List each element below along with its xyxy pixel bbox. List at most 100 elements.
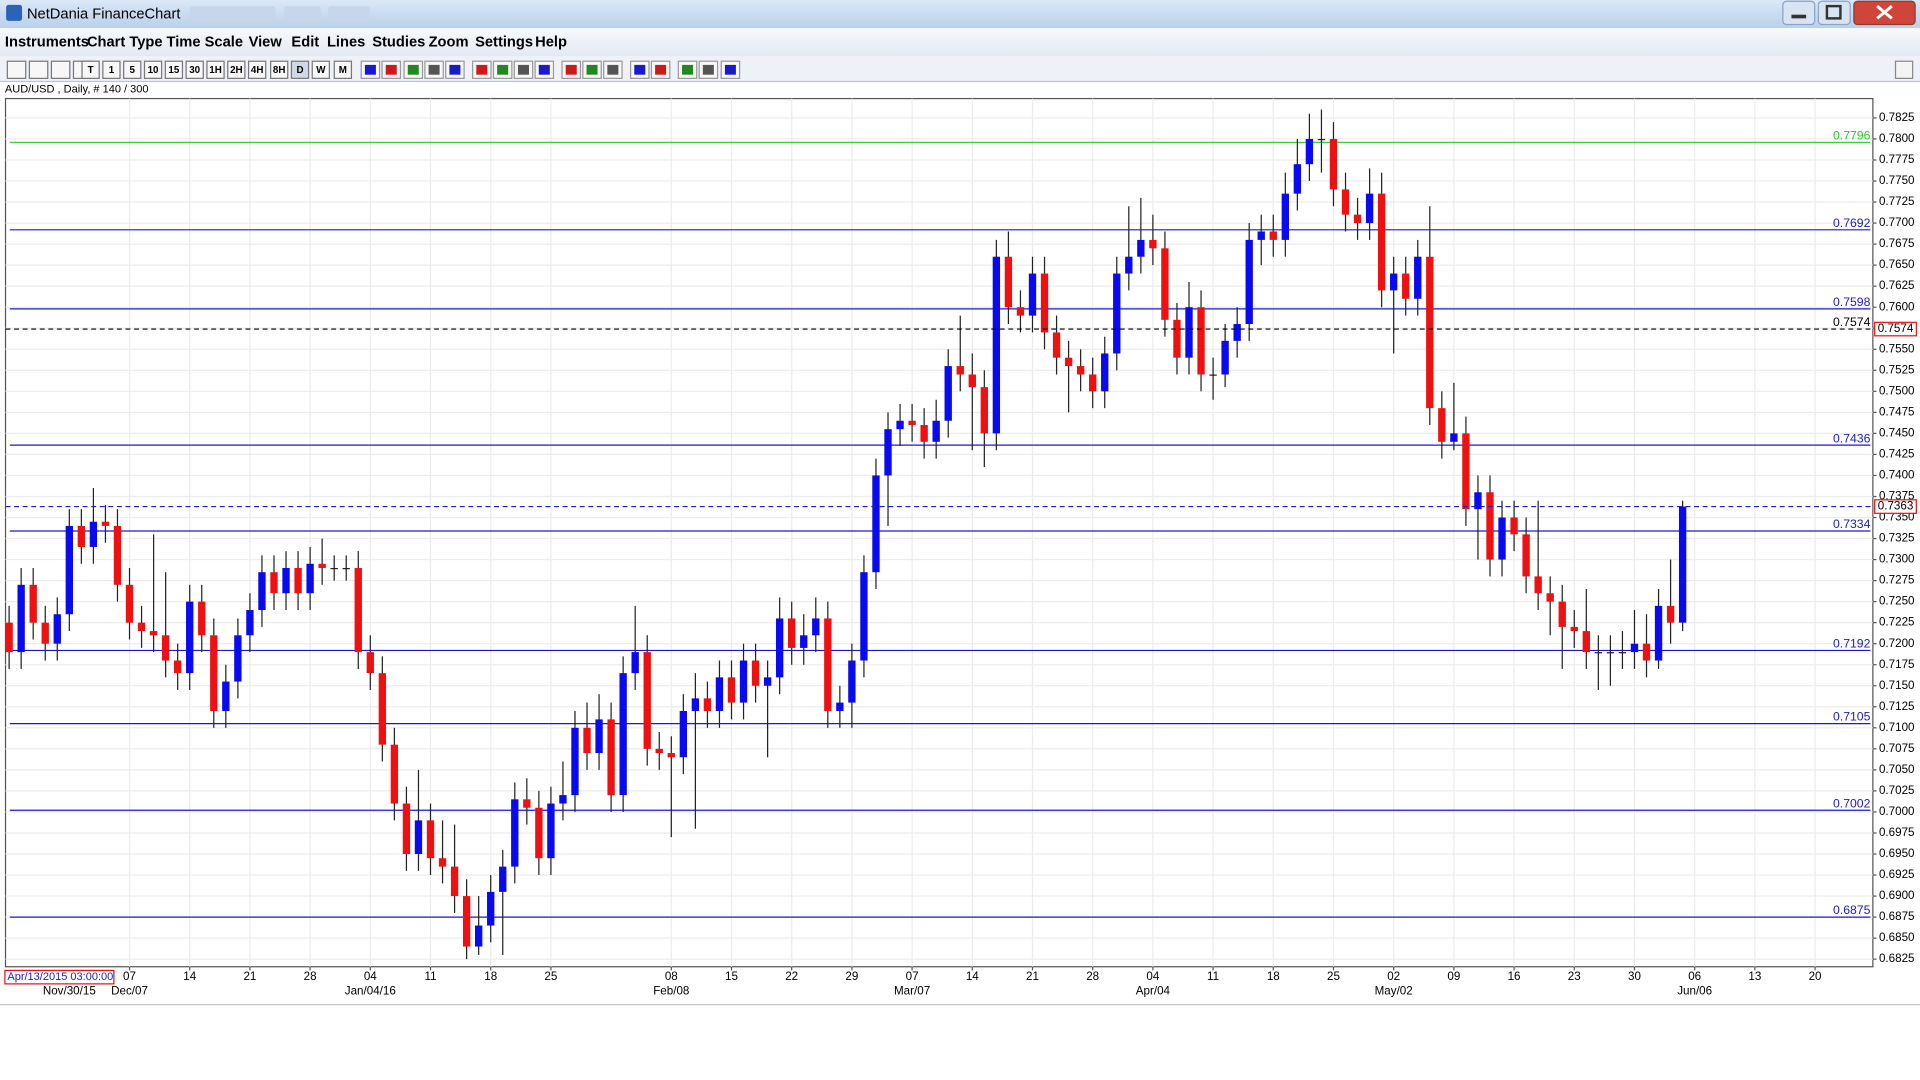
x-tick-label: 13 bbox=[1748, 970, 1761, 983]
x-tick-label: 21 bbox=[1026, 970, 1039, 983]
candle-body bbox=[511, 799, 519, 867]
tool-button[interactable] bbox=[28, 60, 49, 79]
minimize-icon bbox=[1791, 14, 1807, 19]
candle-body bbox=[643, 652, 651, 749]
timeframe-button[interactable] bbox=[102, 60, 121, 79]
menu-item[interactable]: Studies bbox=[372, 35, 425, 51]
tool-button[interactable] bbox=[50, 60, 71, 79]
candle-body bbox=[1209, 374, 1217, 376]
candle-body bbox=[1414, 256, 1422, 299]
x-tick-label: 16 bbox=[1508, 970, 1521, 983]
y-tick-label: 0.7050 bbox=[1879, 763, 1915, 776]
timeframe-button[interactable] bbox=[185, 60, 204, 79]
y-tick-label: 0.6950 bbox=[1879, 847, 1915, 860]
tool-icon bbox=[428, 64, 440, 75]
candle-body bbox=[727, 677, 736, 703]
x-date-label: Dec/07 bbox=[111, 984, 148, 997]
y-tick-label: 0.7800 bbox=[1879, 132, 1915, 145]
menu-item[interactable]: Zoom bbox=[429, 35, 469, 51]
timeframe-button[interactable] bbox=[290, 60, 310, 79]
timeframe-button[interactable] bbox=[270, 60, 289, 79]
maximize-button[interactable] bbox=[1817, 0, 1851, 26]
candle-body bbox=[992, 256, 1001, 434]
y-tick-label: 0.7725 bbox=[1879, 195, 1915, 208]
title-tab[interactable] bbox=[284, 6, 321, 21]
candle-body bbox=[89, 521, 98, 547]
timeframe-label: M bbox=[339, 65, 347, 76]
candle-body bbox=[1534, 576, 1542, 594]
panel-button[interactable] bbox=[1894, 60, 1914, 79]
close-icon bbox=[1876, 4, 1893, 20]
tool-icon bbox=[634, 64, 646, 75]
plot: 0.6825 0.6850 0.6875 0.6900 0.6925 0.6950 0.69… bbox=[4, 98, 1917, 997]
y-tick-label: 0.7675 bbox=[1879, 237, 1915, 250]
timeframe-button[interactable] bbox=[227, 60, 246, 79]
level-label: 0.7002 bbox=[1833, 796, 1871, 810]
tool-icon bbox=[385, 64, 397, 75]
y-tick-label: 0.7825 bbox=[1879, 111, 1915, 124]
tool-button[interactable] bbox=[6, 60, 27, 79]
candle-body bbox=[751, 660, 760, 686]
title-tab[interactable] bbox=[328, 6, 370, 21]
candle-body bbox=[703, 698, 712, 711]
x-date-label: Jun/06 bbox=[1677, 984, 1712, 997]
candle-body bbox=[1377, 193, 1386, 291]
candle-body bbox=[1329, 138, 1338, 190]
candle-body bbox=[1498, 517, 1506, 560]
timeframe-button[interactable] bbox=[311, 60, 330, 79]
y-tick-label: 0.7450 bbox=[1879, 426, 1915, 439]
y-tick-label: 0.7525 bbox=[1879, 363, 1915, 376]
y-tick-label: 0.7625 bbox=[1879, 279, 1915, 292]
menu-item[interactable]: Settings bbox=[475, 35, 533, 51]
candle-body bbox=[1221, 340, 1229, 375]
timeframe-button[interactable] bbox=[143, 60, 163, 79]
title-tab[interactable] bbox=[189, 6, 276, 21]
candle-body bbox=[1185, 307, 1193, 358]
candle-body bbox=[222, 681, 230, 711]
candle-body bbox=[1317, 138, 1326, 141]
candle-body bbox=[595, 719, 603, 754]
candle-body bbox=[1570, 626, 1578, 632]
timeframe-button[interactable] bbox=[164, 60, 184, 79]
y-tick-label: 0.7175 bbox=[1879, 658, 1915, 671]
candle-body bbox=[1137, 239, 1145, 257]
menu-item[interactable]: Edit bbox=[291, 35, 319, 51]
candle-body bbox=[474, 925, 483, 947]
candle-body bbox=[1606, 652, 1615, 654]
y-tick-label: 0.7150 bbox=[1879, 679, 1915, 692]
x-date-label: Mar/07 bbox=[894, 984, 930, 997]
candle-body bbox=[499, 866, 507, 892]
candle-body bbox=[1486, 492, 1494, 560]
candle-body bbox=[258, 572, 266, 611]
timeframe-button[interactable] bbox=[206, 60, 225, 79]
x-tick-label: 11 bbox=[1207, 970, 1219, 983]
candle-body bbox=[330, 567, 338, 570]
menu-item[interactable]: Time Scale bbox=[167, 35, 243, 51]
y-tick-label: 0.7100 bbox=[1879, 721, 1915, 734]
menu-item[interactable]: Instruments bbox=[5, 35, 89, 51]
tool-icon bbox=[682, 64, 694, 75]
candle-body bbox=[306, 563, 314, 594]
x-tick-label: 23 bbox=[1568, 970, 1581, 983]
candle-body bbox=[896, 420, 904, 430]
timeframe-button[interactable] bbox=[81, 60, 100, 79]
y-tick-label: 0.7400 bbox=[1879, 469, 1915, 482]
menu-item[interactable]: View bbox=[249, 35, 283, 51]
candle-body bbox=[318, 563, 326, 568]
timeframe-button[interactable] bbox=[247, 60, 267, 79]
timeframe-button[interactable] bbox=[123, 60, 142, 79]
menu-item[interactable]: Lines bbox=[327, 35, 365, 51]
menu-item[interactable]: Help bbox=[535, 35, 567, 51]
timeframe-button[interactable] bbox=[333, 60, 353, 79]
menu-item[interactable]: Chart Type bbox=[87, 35, 163, 51]
x-date-label: Nov/30/15 bbox=[43, 984, 96, 997]
chart-panel bbox=[0, 82, 1920, 1006]
timeframe-label: 1H bbox=[209, 65, 222, 76]
plot-frame bbox=[4, 97, 1874, 968]
minimize-button[interactable] bbox=[1782, 0, 1816, 26]
candle-body bbox=[788, 618, 796, 648]
y-tick-label: 0.7750 bbox=[1879, 174, 1915, 187]
candle-body bbox=[210, 635, 218, 711]
y-tick-label: 0.7700 bbox=[1879, 216, 1915, 229]
